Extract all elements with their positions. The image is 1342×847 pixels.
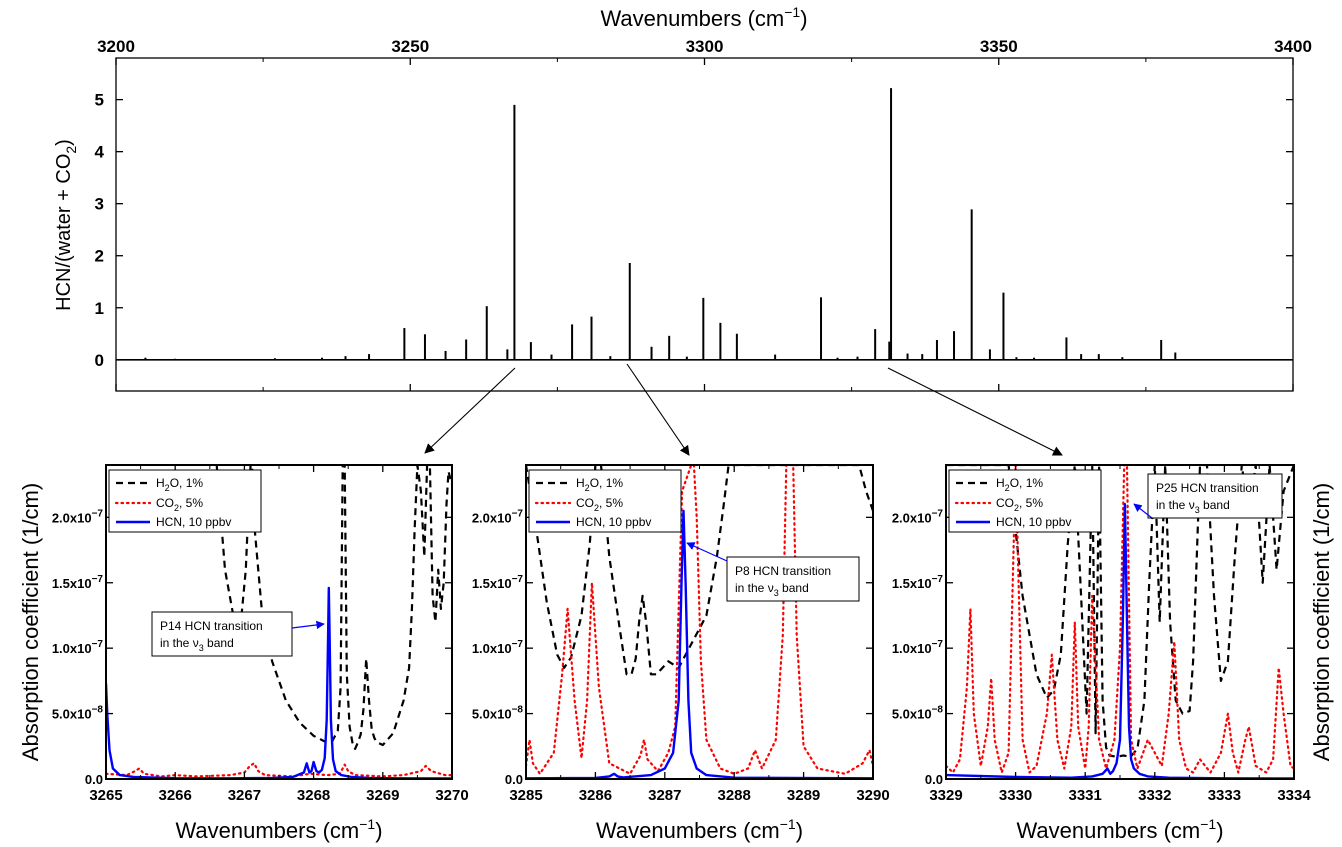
panel-c-series-hcn <box>526 509 873 779</box>
panel-d-ytick-label: 5.0x10−8 <box>892 705 944 722</box>
panel-c-xtick-label: 3287 <box>648 787 681 804</box>
panel-d-ylabel: Absorption coefficient (1/cm) <box>1309 483 1334 761</box>
panel-b-ytick-label: 1.5x10−7 <box>52 574 104 591</box>
panel-a: 3200 3250 3300 3350 3400 0 1 2 3 4 5 Wavenumbers (c… <box>53 4 1312 392</box>
panel-b-xtick-label: 3267 <box>228 787 261 804</box>
panel-d-series-hcn <box>946 503 1294 779</box>
panel-a-frame <box>115 57 1294 392</box>
legend-label: CO2, 5% <box>156 496 203 513</box>
panel-a-ytick-label: 4 <box>95 143 105 162</box>
panel-c-series-co2 <box>526 465 873 775</box>
legend-label: HCN, 10 ppbv <box>996 515 1071 529</box>
callout-arrow <box>686 542 728 562</box>
panel-b-xtick-label: 3270 <box>435 787 468 804</box>
panel-d-ytick-label: 2.0x10−7 <box>892 508 944 525</box>
callout-arrow <box>291 620 325 630</box>
panel-a-ytick-label: 3 <box>95 195 104 214</box>
panel-b: 3265 3266 3267 3268 3269 3270 0.0 5.0x10−8 1.0x1… <box>52 464 469 843</box>
legend-label: HCN, 10 ppbv <box>156 515 231 529</box>
panel-d-xtick-label: 3334 <box>1277 787 1311 804</box>
panel-a-xtick-label: 3350 <box>980 37 1018 56</box>
panel-b-xtick-label: 3266 <box>159 787 192 804</box>
panel-d-series-water <box>946 465 1294 758</box>
panel-b-series-water <box>215 465 452 751</box>
callout-line-2: in the ν3 band <box>735 581 809 598</box>
panel-c-legend: H2O, 1%CO2, 5%HCN, 10 ppbv <box>528 469 682 533</box>
panel-d-ytick-label: 1.5x10−7 <box>892 574 944 591</box>
panel-b-xtick-label: 3268 <box>297 787 330 804</box>
panel-c-ytick-label: 1.0x10−7 <box>472 639 524 656</box>
callout-box <box>1147 473 1283 519</box>
panel-d-series <box>946 465 1294 779</box>
panel-c-ytick-label: 2.0x10−7 <box>472 508 524 525</box>
legend-label: CO2, 5% <box>576 496 623 513</box>
panel-b-ytick-label: 0.0 <box>85 772 103 787</box>
panel-a-ytick-label: 1 <box>95 299 104 318</box>
panel-d-ytick-label: 0.0 <box>925 772 943 787</box>
panel-c-ytick-label: 1.5x10−7 <box>472 574 524 591</box>
panel-d-xlabel: Wavenumbers (cm−1) <box>1016 816 1223 843</box>
panel-a-ylabel: HCN/(water + CO2) <box>53 139 79 311</box>
panel-b-xtick-label: 3265 <box>89 787 122 804</box>
panel-c: 3285 3286 3287 3288 3289 3290 0.0 5.0x10−8 1.0x1… <box>472 464 890 843</box>
panel-c-series-water <box>526 465 873 676</box>
panel-c-xtick-label: 3289 <box>787 787 820 804</box>
panel-d-ytick-label: 1.0x10−7 <box>892 639 944 656</box>
panel-c-series <box>526 465 873 779</box>
panel-c-xtick-label: 3288 <box>718 787 751 804</box>
zoom-arrow <box>887 367 1063 456</box>
panel-d-xtick-label: 3333 <box>1208 787 1241 804</box>
callout-line-2: in the ν3 band <box>1156 498 1230 515</box>
panel-b-ytick-label: 2.0x10−7 <box>52 508 104 525</box>
callout-box <box>151 611 293 657</box>
panel-d-xtick-label: 3332 <box>1138 787 1171 804</box>
zoom-arrow <box>424 367 516 454</box>
callout-arrow <box>1133 503 1153 519</box>
callout-box <box>726 556 860 602</box>
legend-label: HCN, 10 ppbv <box>576 515 651 529</box>
panel-a-xtick-label: 3250 <box>391 37 429 56</box>
panel-c-xlabel: Wavenumbers (cm−1) <box>596 816 803 843</box>
panel-d: 3329 3330 3331 3332 3333 3334 0.0 5.0x10−8 1.0x1… <box>892 464 1311 843</box>
callout-line-1: P14 HCN transition <box>160 619 263 633</box>
panel-b-callout: P14 HCN transition in the ν3 band <box>151 611 325 657</box>
panel-c-ytick-label: 0.0 <box>505 772 523 787</box>
panel-b-ylabel: Absorption coefficient (1/cm) <box>18 483 43 761</box>
panel-a-xtick-label: 3300 <box>686 37 724 56</box>
panel-c-callout: P8 HCN transition in the ν3 band <box>686 542 860 602</box>
panel-a-ytick-label: 5 <box>95 91 104 110</box>
callout-line-1: P25 HCN transition <box>1156 481 1259 495</box>
panel-a-ytick-label: 0 <box>95 351 104 370</box>
panel-c-xtick-label: 3290 <box>856 787 889 804</box>
zoom-arrow <box>626 363 690 456</box>
panel-d-series-co2 <box>946 465 1294 774</box>
panel-b-xlabel: Wavenumbers (cm−1) <box>175 816 382 843</box>
panel-b-series-co2 <box>106 762 452 778</box>
callout-line-2: in the ν3 band <box>160 636 234 653</box>
panel-b-ytick-label: 1.0x10−7 <box>52 639 104 656</box>
panel-d-legend: H2O, 1%CO2, 5%HCN, 10 ppbv <box>948 469 1102 533</box>
callout-line-1: P8 HCN transition <box>735 564 831 578</box>
panel-b-legend: H2O, 1%CO2, 5%HCN, 10 ppbv <box>108 469 262 533</box>
panel-a-xlabel: Wavenumbers (cm−1) <box>600 4 807 31</box>
panel-d-xtick-label: 3331 <box>1069 787 1102 804</box>
panel-d-xtick-label: 3329 <box>929 787 962 804</box>
panel-b-ytick-label: 5.0x10−8 <box>52 705 104 722</box>
panel-d-callout: P25 HCN transition in the ν3 band <box>1133 473 1283 519</box>
panel-d-xtick-label: 3330 <box>999 787 1032 804</box>
panel-b-xtick-label: 3269 <box>366 787 399 804</box>
panel-a-xtick-label: 3400 <box>1274 37 1312 56</box>
panel-c-xtick-label: 3286 <box>579 787 612 804</box>
panel-a-ytick-label: 2 <box>95 247 104 266</box>
panel-c-ytick-label: 5.0x10−8 <box>472 705 524 722</box>
panel-c-xtick-label: 3285 <box>509 787 542 804</box>
legend-label: CO2, 5% <box>996 496 1043 513</box>
panel-b-series-hcn <box>106 586 452 779</box>
panel-a-xtick-label: 3200 <box>97 37 135 56</box>
